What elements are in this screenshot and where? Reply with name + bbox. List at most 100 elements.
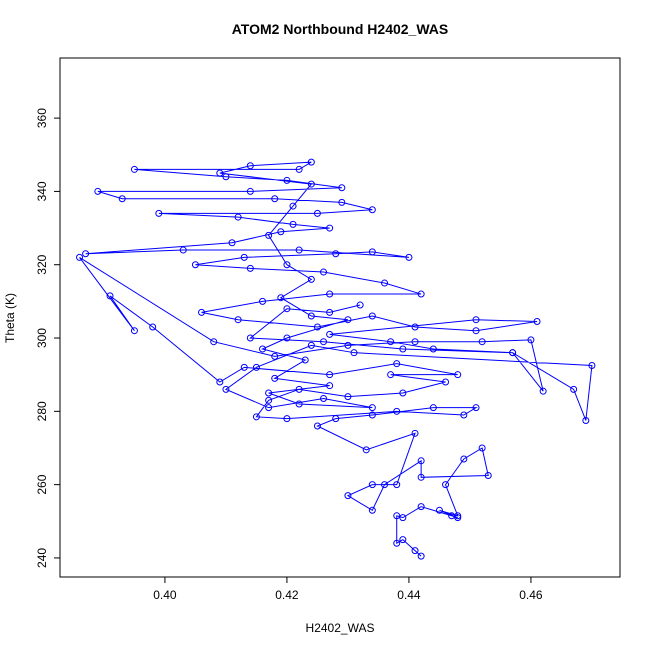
- point: [338, 184, 346, 192]
- y-tick-label: 300: [35, 328, 49, 348]
- point: [411, 323, 419, 331]
- point: [265, 396, 273, 404]
- point: [289, 202, 297, 210]
- point: [442, 481, 450, 489]
- x-axis-label: H2402_WAS: [306, 621, 375, 635]
- point: [417, 552, 425, 560]
- point: [368, 312, 376, 320]
- point: [149, 323, 157, 331]
- point: [393, 360, 401, 368]
- point: [277, 294, 285, 302]
- point: [82, 250, 90, 258]
- point: [155, 209, 163, 217]
- point: [472, 327, 480, 335]
- point: [399, 389, 407, 397]
- point: [387, 338, 395, 346]
- point: [454, 512, 462, 520]
- point: [301, 356, 309, 364]
- point: [472, 404, 480, 412]
- point: [313, 323, 321, 331]
- point: [289, 220, 297, 228]
- point: [320, 338, 328, 346]
- point: [295, 400, 303, 408]
- point: [460, 455, 468, 463]
- point: [539, 387, 547, 395]
- point: [509, 349, 517, 357]
- x-tick-label: 0.40: [153, 588, 177, 602]
- point: [259, 345, 267, 353]
- y-tick-label: 340: [35, 181, 49, 201]
- point: [271, 374, 279, 382]
- y-tick-label: 360: [35, 108, 49, 128]
- series-line: [79, 161, 593, 557]
- point: [222, 173, 230, 181]
- point: [295, 165, 303, 173]
- point: [210, 338, 218, 346]
- y-tick-label: 320: [35, 254, 49, 274]
- point: [240, 363, 248, 371]
- point: [216, 378, 224, 386]
- point: [106, 292, 114, 300]
- point: [368, 481, 376, 489]
- point: [259, 297, 267, 305]
- point: [326, 382, 334, 390]
- point: [118, 195, 126, 203]
- point: [94, 187, 102, 195]
- point: [417, 503, 425, 511]
- point: [283, 261, 291, 269]
- point: [283, 415, 291, 423]
- point: [313, 422, 321, 430]
- point: [472, 316, 480, 324]
- point: [368, 404, 376, 412]
- point: [265, 404, 273, 412]
- x-tick-label: 0.46: [519, 588, 543, 602]
- point: [417, 457, 425, 465]
- point: [246, 334, 254, 342]
- point: [381, 279, 389, 287]
- point: [393, 407, 401, 415]
- point: [130, 327, 138, 335]
- point: [393, 512, 401, 520]
- point: [240, 253, 248, 261]
- point: [326, 371, 334, 379]
- point: [411, 429, 419, 437]
- y-tick-label: 240: [35, 548, 49, 568]
- point: [478, 338, 486, 346]
- point: [265, 231, 273, 239]
- point: [283, 334, 291, 342]
- point: [295, 246, 303, 254]
- point: [277, 228, 285, 236]
- point: [356, 301, 364, 309]
- point: [399, 514, 407, 522]
- point: [533, 318, 541, 326]
- point: [246, 187, 254, 195]
- point: [295, 385, 303, 393]
- point: [429, 345, 437, 353]
- point: [381, 481, 389, 489]
- point: [198, 308, 206, 316]
- point: [130, 165, 138, 173]
- point: [387, 371, 395, 379]
- point: [326, 330, 334, 338]
- point: [362, 446, 370, 454]
- y-tick-label: 260: [35, 474, 49, 494]
- point: [344, 316, 352, 324]
- y-axis-label: Theta (K): [3, 293, 17, 343]
- point: [332, 415, 340, 423]
- point: [368, 411, 376, 419]
- point: [307, 312, 315, 320]
- point: [527, 336, 535, 344]
- point: [222, 385, 230, 393]
- point: [307, 341, 315, 349]
- point: [307, 158, 315, 166]
- point: [313, 209, 321, 217]
- x-tick-label: 0.42: [275, 588, 299, 602]
- point: [234, 316, 242, 324]
- point: [326, 290, 334, 298]
- y-tick-label: 280: [35, 401, 49, 421]
- point: [344, 341, 352, 349]
- point: [246, 264, 254, 272]
- point: [588, 362, 596, 370]
